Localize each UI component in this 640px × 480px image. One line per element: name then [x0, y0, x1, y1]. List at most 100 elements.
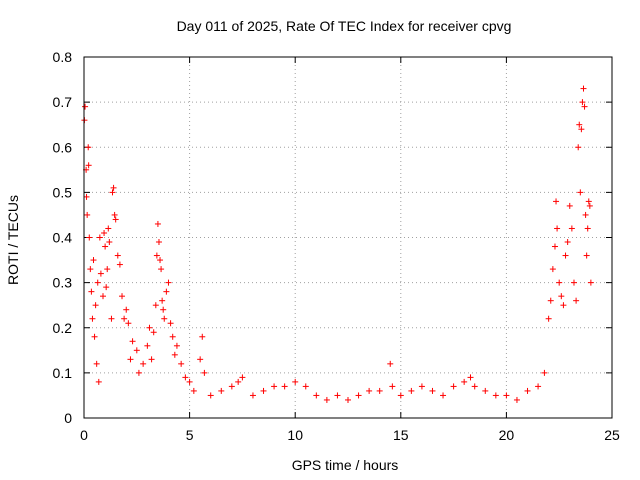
data-point: [96, 234, 103, 241]
y-tick-label: 0.7: [53, 94, 73, 110]
data-point: [133, 347, 140, 354]
data-point: [109, 189, 116, 196]
data-point: [101, 229, 108, 236]
data-point: [408, 387, 415, 394]
data-point: [140, 360, 147, 367]
data-point: [545, 315, 552, 322]
data-point: [186, 378, 193, 385]
y-axis-label: ROTI / TECUs: [5, 195, 21, 285]
data-point: [169, 333, 176, 340]
data-point: [127, 356, 134, 363]
data-point: [190, 387, 197, 394]
data-point: [108, 315, 115, 322]
y-tick-label: 0.2: [53, 320, 73, 336]
data-point: [165, 279, 172, 286]
data-point: [87, 266, 94, 273]
data-point: [554, 225, 561, 232]
data-point: [158, 266, 165, 273]
data-point: [91, 333, 98, 340]
data-point: [95, 378, 102, 385]
data-point: [450, 383, 457, 390]
data-point: [218, 387, 225, 394]
data-point: [148, 356, 155, 363]
data-point: [577, 189, 584, 196]
data-point: [366, 387, 373, 394]
data-point: [397, 392, 404, 399]
data-point: [239, 374, 246, 381]
data-point: [114, 252, 121, 259]
data-point: [583, 252, 590, 259]
data-point: [90, 257, 97, 264]
data-point: [106, 239, 113, 246]
data-point: [575, 144, 582, 151]
data-point: [513, 396, 520, 403]
data-point: [582, 211, 589, 218]
data-point: [429, 387, 436, 394]
data-point: [556, 279, 563, 286]
data-point: [573, 297, 580, 304]
data-point: [85, 162, 92, 169]
data-point: [568, 225, 575, 232]
data-point: [207, 392, 214, 399]
y-tick-label: 0.3: [53, 275, 73, 291]
data-point: [535, 383, 542, 390]
data-point: [160, 306, 167, 313]
data-point: [281, 383, 288, 390]
data-point: [578, 126, 585, 133]
data-point: [482, 387, 489, 394]
data-point: [471, 383, 478, 390]
data-point: [323, 396, 330, 403]
y-tick-label: 0: [64, 410, 72, 426]
data-point: [376, 387, 383, 394]
data-point: [154, 220, 161, 227]
data-point: [83, 193, 90, 200]
data-point: [581, 103, 588, 110]
data-point: [82, 103, 89, 110]
data-point: [302, 383, 309, 390]
data-point: [345, 396, 351, 403]
data-point: [159, 297, 166, 304]
data-point: [125, 320, 132, 327]
data-point: [110, 184, 117, 191]
data-point: [492, 392, 499, 399]
data-point: [89, 315, 96, 322]
data-point: [228, 383, 235, 390]
data-point: [100, 293, 107, 300]
data-point: [144, 342, 151, 349]
y-axis: 0 0.1 0.2 0.3 0.4 0.5 0.6 0.7 0.8: [53, 49, 612, 426]
data-point: [541, 369, 548, 376]
data-series: [81, 85, 594, 403]
y-tick-label: 0.1: [53, 365, 73, 381]
data-point: [558, 293, 565, 300]
x-tick-label: 25: [604, 427, 620, 443]
data-point: [566, 202, 573, 209]
data-point: [292, 378, 299, 385]
data-point: [155, 239, 162, 246]
data-point: [235, 378, 242, 385]
data-point: [249, 392, 256, 399]
plot-frame: [83, 56, 613, 419]
data-point: [562, 252, 569, 259]
y-tick-label: 0.4: [53, 230, 73, 246]
data-point: [440, 392, 447, 399]
data-point: [199, 333, 206, 340]
data-point: [570, 279, 577, 286]
data-point: [94, 279, 101, 286]
data-point: [524, 387, 531, 394]
data-point: [92, 302, 99, 309]
data-point: [88, 288, 95, 295]
data-point: [173, 342, 180, 349]
data-point: [503, 392, 510, 399]
data-point: [560, 302, 567, 309]
data-point: [85, 144, 92, 151]
data-point: [102, 243, 109, 250]
x-tick-label: 20: [499, 427, 515, 443]
data-point: [587, 279, 594, 286]
chart-title: Day 011 of 2025, Rate Of TEC Index for r…: [177, 18, 512, 34]
data-point: [355, 392, 362, 399]
data-point: [334, 392, 341, 399]
data-point: [119, 293, 126, 300]
data-point: [313, 392, 320, 399]
y-tick-label: 0.6: [53, 139, 73, 155]
data-point: [135, 369, 142, 376]
